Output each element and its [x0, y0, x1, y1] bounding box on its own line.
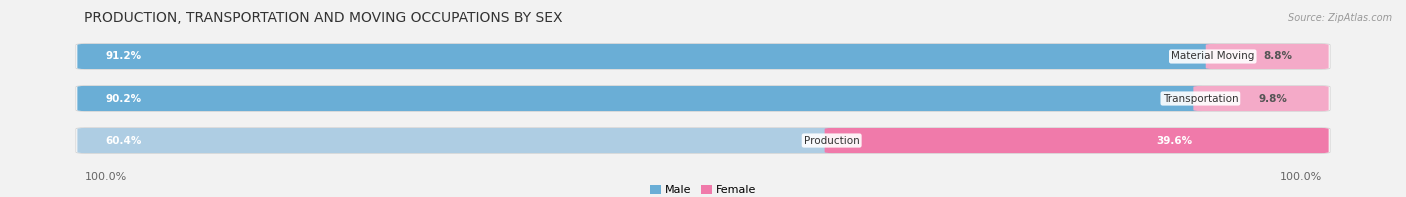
Text: Production: Production [804, 136, 859, 146]
FancyBboxPatch shape [1194, 86, 1329, 111]
FancyBboxPatch shape [77, 44, 1220, 69]
Text: 90.2%: 90.2% [105, 94, 142, 103]
Text: 60.4%: 60.4% [105, 136, 142, 146]
FancyBboxPatch shape [1206, 44, 1329, 69]
Text: Material Moving: Material Moving [1171, 51, 1254, 61]
Text: 9.8%: 9.8% [1258, 94, 1288, 103]
FancyBboxPatch shape [76, 128, 1330, 153]
Text: 39.6%: 39.6% [1157, 136, 1192, 146]
Text: 100.0%: 100.0% [84, 172, 127, 182]
Text: 8.8%: 8.8% [1264, 51, 1292, 61]
Text: 91.2%: 91.2% [105, 51, 142, 61]
FancyBboxPatch shape [77, 86, 1208, 111]
FancyBboxPatch shape [825, 128, 1329, 153]
Text: Transportation: Transportation [1163, 94, 1239, 103]
Text: Source: ZipAtlas.com: Source: ZipAtlas.com [1288, 13, 1392, 23]
Legend: Male, Female: Male, Female [650, 185, 756, 195]
Text: 100.0%: 100.0% [1279, 172, 1322, 182]
FancyBboxPatch shape [76, 86, 1330, 111]
FancyBboxPatch shape [76, 44, 1330, 69]
FancyBboxPatch shape [77, 128, 839, 153]
Text: PRODUCTION, TRANSPORTATION AND MOVING OCCUPATIONS BY SEX: PRODUCTION, TRANSPORTATION AND MOVING OC… [84, 11, 562, 25]
